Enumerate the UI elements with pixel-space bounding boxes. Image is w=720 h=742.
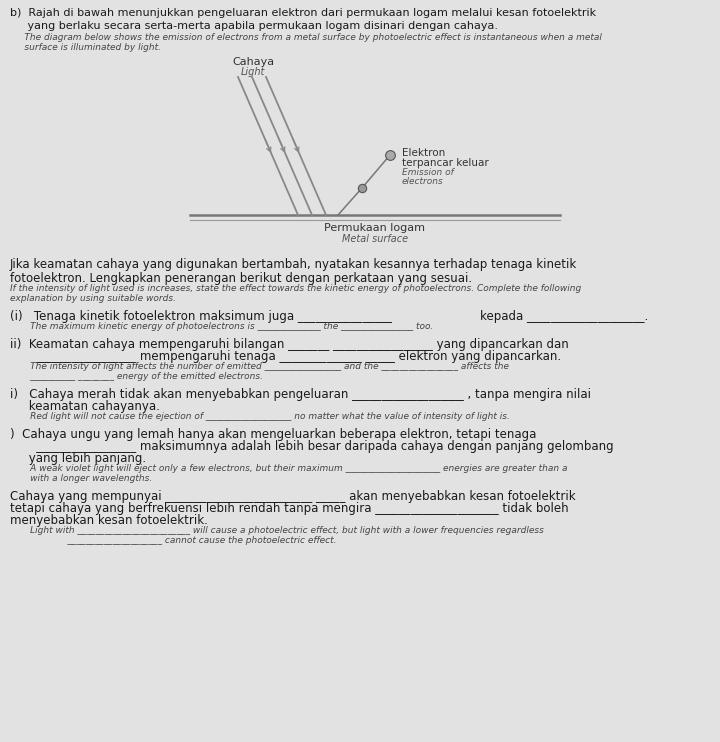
Text: yang berlaku secara serta-merta apabila permukaan logam disinari dengan cahaya.: yang berlaku secara serta-merta apabila … bbox=[10, 21, 498, 31]
Text: yang lebih panjang.: yang lebih panjang. bbox=[10, 452, 146, 465]
Text: _________________ mempengaruhi tenaga ______________ _____ elektron yang dipanca: _________________ mempengaruhi tenaga __… bbox=[10, 350, 561, 363]
Text: Elektron: Elektron bbox=[402, 148, 445, 158]
Text: explanation by using suitable words.: explanation by using suitable words. bbox=[10, 294, 176, 303]
Text: )  Cahaya ungu yang lemah hanya akan mengeluarkan beberapa elektron, tetapi tena: ) Cahaya ungu yang lemah hanya akan meng… bbox=[10, 428, 536, 441]
Text: fotoelektron. Lengkapkan penerangan berikut dengan perkataan yang sesuai.: fotoelektron. Lengkapkan penerangan beri… bbox=[10, 272, 472, 285]
Text: b)  Rajah di bawah menunjukkan pengeluaran elektron dari permukaan logam melalui: b) Rajah di bawah menunjukkan pengeluara… bbox=[10, 8, 596, 18]
Text: _____________________ cannot cause the photoelectric effect.: _____________________ cannot cause the p… bbox=[10, 536, 336, 545]
Text: The maximum kinetic energy of photoelectrons is ______________ the _____________: The maximum kinetic energy of photoelect… bbox=[10, 322, 433, 331]
Text: with a longer wavelengths.: with a longer wavelengths. bbox=[10, 474, 152, 483]
Text: kepada ____________________.: kepada ____________________. bbox=[480, 310, 648, 323]
Text: i)   Cahaya merah tidak akan menyebabkan pengeluaran ___________________ , tanpa: i) Cahaya merah tidak akan menyebabkan p… bbox=[10, 388, 591, 401]
Text: (i)   Tenaga kinetik fotoelektron maksimum juga ________________: (i) Tenaga kinetik fotoelektron maksimum… bbox=[10, 310, 392, 323]
Text: The diagram below shows the emission of electrons from a metal surface by photoe: The diagram below shows the emission of … bbox=[10, 33, 602, 42]
Text: electrons: electrons bbox=[402, 177, 444, 186]
Text: ii)  Keamatan cahaya mempengaruhi bilangan _______ _________________ yang dipanc: ii) Keamatan cahaya mempengaruhi bilanga… bbox=[10, 338, 569, 351]
Text: Cahaya: Cahaya bbox=[232, 57, 274, 67]
Text: Permukaan logam: Permukaan logam bbox=[325, 223, 426, 233]
Text: Light with _________________________ will cause a photoelectric effect, but ligh: Light with _________________________ wil… bbox=[10, 526, 544, 535]
Text: menyebabkan kesan fotoelektrik.: menyebabkan kesan fotoelektrik. bbox=[10, 514, 208, 527]
Text: terpancar keluar: terpancar keluar bbox=[402, 158, 489, 168]
Text: Metal surface: Metal surface bbox=[342, 234, 408, 244]
Text: Jika keamatan cahaya yang digunakan bertambah, nyatakan kesannya terhadap tenaga: Jika keamatan cahaya yang digunakan bert… bbox=[10, 258, 577, 271]
Text: __________ ________ energy of the emitted electrons.: __________ ________ energy of the emitte… bbox=[10, 372, 263, 381]
Text: Emission of: Emission of bbox=[402, 168, 454, 177]
Text: _________________ maksimumnya adalah lebih besar daripada cahaya dengan panjang : _________________ maksimumnya adalah leb… bbox=[10, 440, 613, 453]
Text: surface is illuminated by light.: surface is illuminated by light. bbox=[10, 43, 161, 52]
Text: tetapi cahaya yang berfrekuensi lebih rendah tanpa mengira _____________________: tetapi cahaya yang berfrekuensi lebih re… bbox=[10, 502, 569, 515]
Text: keamatan cahayanya.: keamatan cahayanya. bbox=[10, 400, 160, 413]
Text: A weak violet light will eject only a few electrons, but their maximum _________: A weak violet light will eject only a fe… bbox=[10, 464, 567, 473]
Text: If the intensity of light used is increases, state the effect towards the kineti: If the intensity of light used is increa… bbox=[10, 284, 581, 293]
Text: Cahaya yang mempunyai _________________________ _____ akan menyebabkan kesan fot: Cahaya yang mempunyai __________________… bbox=[10, 490, 575, 503]
Text: Red light will not cause the ejection of ___________________ no matter what the : Red light will not cause the ejection of… bbox=[10, 412, 510, 421]
Text: Light: Light bbox=[240, 67, 265, 77]
Text: The intensity of light affects the number of emitted _________________ and the _: The intensity of light affects the numbe… bbox=[10, 362, 509, 371]
